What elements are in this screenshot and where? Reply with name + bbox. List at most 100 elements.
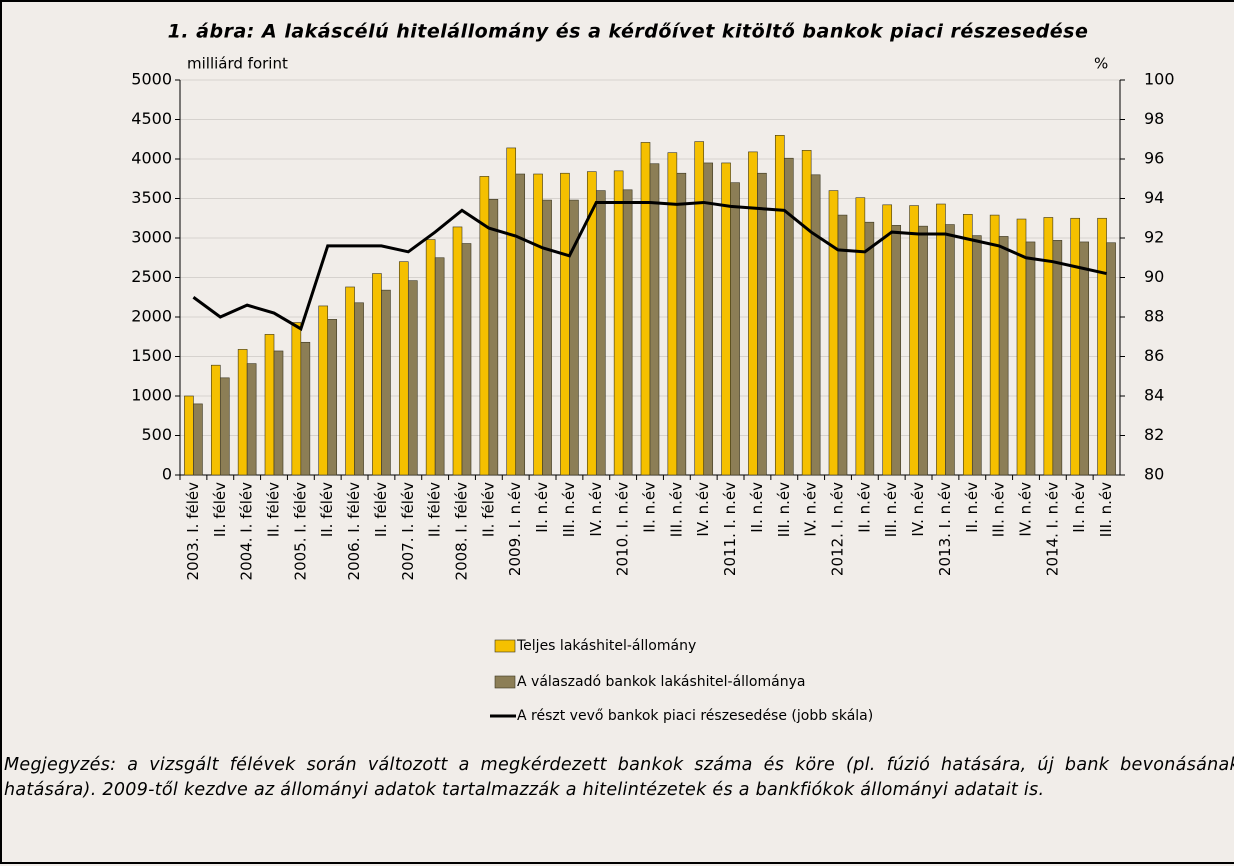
bar [506, 147, 517, 476]
legend-label: A részt vevő bankok piaci részesedése (j… [517, 708, 873, 724]
y-tick-label: 2500 [131, 267, 172, 286]
bar [479, 176, 490, 476]
x-tick-label: III. n.év [990, 482, 1008, 537]
bar [864, 221, 875, 476]
legend-label: Teljes lakáshitel-állomány [516, 638, 696, 654]
y2-tick-label: 98 [1144, 109, 1164, 128]
x-tick-label: 2004. I. félév [238, 482, 256, 581]
x-tick-label: III. n.év [560, 482, 578, 537]
y-tick-label: 3500 [131, 188, 172, 207]
bar [1043, 217, 1054, 476]
bar [595, 190, 606, 476]
y-tick-label: 2000 [131, 307, 172, 326]
x-tick-label: II. n.év [533, 482, 551, 533]
x-tick-label: III. n.év [882, 482, 900, 537]
y-tick-label: 4000 [131, 149, 172, 168]
bar [452, 226, 463, 476]
bar [837, 214, 848, 476]
x-tick-label: IV. n.év [802, 482, 820, 537]
bar [694, 141, 705, 476]
y-tick-label: 1500 [131, 346, 172, 365]
y2-tick-label: 90 [1144, 267, 1164, 286]
bar [882, 204, 893, 476]
bar [318, 305, 329, 476]
bar [810, 174, 821, 476]
bar [1025, 241, 1036, 476]
line-series [192, 200, 1107, 332]
bar [855, 197, 866, 476]
x-tick-label: II. félév [479, 482, 497, 537]
x-tick-label: 2014. I. n.év [1043, 482, 1061, 576]
bar [300, 341, 311, 476]
y2-axis-label: % [1094, 55, 1108, 73]
bar [703, 162, 714, 476]
x-tick-label: II. félév [426, 482, 444, 537]
bar [193, 403, 203, 476]
y2-tick-label: 92 [1144, 228, 1164, 247]
bar [936, 203, 946, 476]
y2-tick-label: 86 [1144, 346, 1164, 365]
bar [407, 280, 418, 476]
bar [345, 286, 355, 476]
bar [748, 151, 758, 476]
y2-tick-label: 84 [1144, 386, 1164, 405]
bar [1052, 240, 1063, 476]
bar [560, 172, 570, 476]
x-tick-label: IV. n.év [909, 482, 927, 537]
y-tick-label: 1000 [131, 386, 172, 405]
bar [640, 142, 651, 476]
x-tick-label: III. n.év [775, 482, 793, 537]
y-tick-label: 4500 [131, 109, 172, 128]
x-tick-label: 2005. I. félév [291, 482, 309, 581]
x-tick-label: IV. n.év [1017, 482, 1035, 537]
y2-tick-label: 96 [1144, 149, 1164, 168]
x-tick-label: 2007. I. félév [399, 482, 417, 581]
bar [783, 157, 794, 476]
bar [264, 334, 275, 476]
x-tick-label: III. n.év [667, 482, 685, 537]
bar [184, 395, 194, 476]
legend-swatch [494, 675, 516, 689]
x-tick-label: III. n.év [1097, 482, 1115, 537]
bar [909, 205, 919, 476]
bar [398, 261, 409, 476]
x-tick-label: 2010. I. n.év [614, 482, 632, 576]
bar [891, 225, 902, 476]
y2-tick-label: 80 [1144, 465, 1164, 484]
bar [971, 235, 982, 476]
x-tick-label: 2008. I. félév [453, 482, 471, 581]
y-tick-label: 5000 [131, 70, 172, 89]
x-tick-label: II. félév [372, 482, 390, 537]
bar [219, 377, 230, 476]
y2-tick-label: 100 [1144, 70, 1175, 89]
x-tick-label: IV. n.év [694, 482, 712, 537]
legend-label: A válaszadó bankok lakáshitel-állománya [517, 674, 805, 690]
bar [1079, 241, 1090, 476]
x-tick-label: II. félév [318, 482, 336, 537]
bar [354, 302, 364, 476]
bar [801, 150, 812, 476]
x-tick-label: II. n.év [963, 482, 981, 533]
bar [327, 319, 338, 476]
legend-swatch [494, 639, 516, 653]
bar [667, 152, 678, 476]
bar [774, 135, 785, 476]
bar [273, 350, 284, 476]
x-tick-label: II. félév [265, 482, 283, 537]
y-tick-label: 500 [141, 425, 172, 444]
bar [461, 243, 472, 476]
x-tick-label: II. n.év [748, 482, 766, 533]
x-tick-label: II. n.év [1070, 482, 1088, 533]
bar [998, 236, 1009, 476]
bar [372, 273, 382, 476]
bar [721, 162, 731, 476]
bar [488, 198, 499, 476]
y2-tick-label: 88 [1144, 307, 1164, 326]
y-tick-label: 0 [162, 465, 172, 484]
bar [945, 224, 955, 476]
bar [1070, 217, 1081, 476]
bar [381, 289, 391, 476]
bar [676, 172, 687, 476]
